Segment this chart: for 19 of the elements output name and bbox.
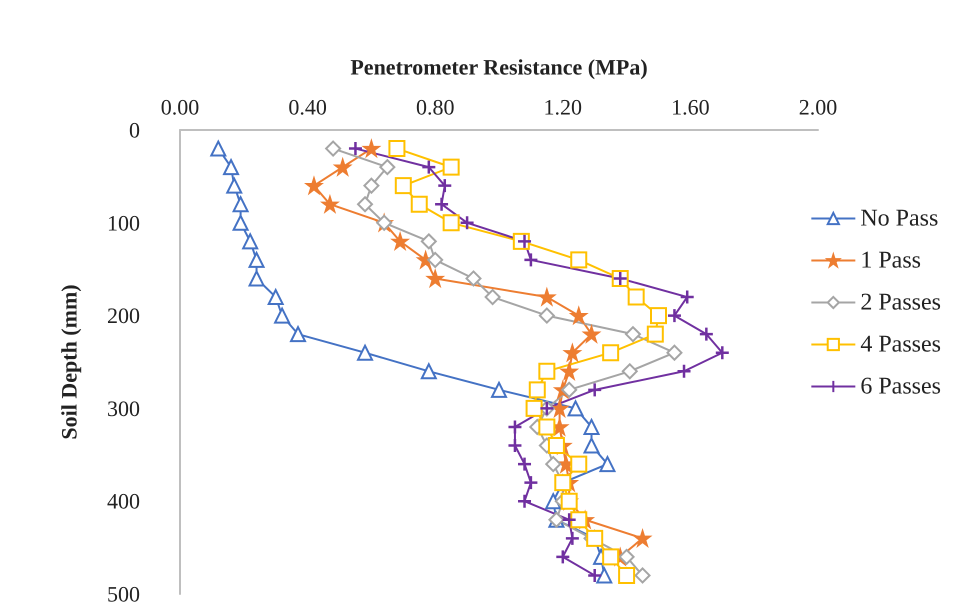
- x-tick-label: 0.00: [160, 94, 200, 120]
- x-tick-label: 1.20: [544, 94, 582, 120]
- y-tick-label: 100: [107, 210, 140, 236]
- y-axis-title: Soil Depth (mm): [56, 284, 82, 440]
- y-tick-label: 200: [107, 303, 140, 328]
- y-tick-label: 0: [129, 118, 140, 142]
- x-tick-label: 2.00: [798, 94, 838, 120]
- x-tick-label: 0.80: [416, 94, 454, 120]
- x-tick-label: 1.60: [671, 94, 710, 120]
- legend-label: 2 Passes: [860, 290, 941, 316]
- y-tick-label: 300: [107, 396, 140, 421]
- legend-label: No Pass: [860, 206, 938, 232]
- y-tick-label: 400: [107, 488, 140, 514]
- legend-label: 1 Pass: [860, 248, 922, 274]
- legend-label: 4 Passes: [860, 332, 941, 358]
- y-tick-label: 500: [107, 582, 140, 605]
- x-tick-label: 0.40: [288, 94, 327, 120]
- legend-label: 6 Passes: [860, 374, 941, 400]
- x-axis-title: Penetrometer Resistance (MPa): [350, 54, 648, 80]
